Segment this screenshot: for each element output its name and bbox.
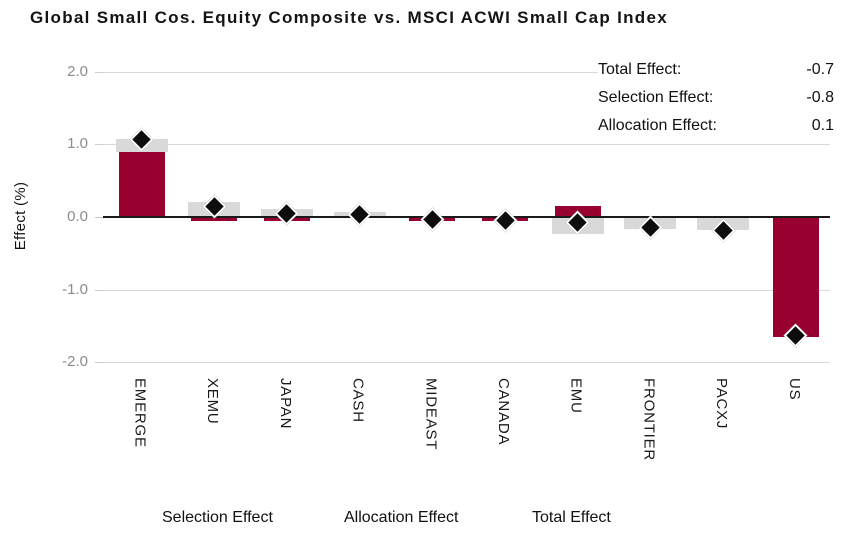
x-axis-label: CANADA: [495, 378, 512, 446]
total-marker: [347, 202, 372, 227]
x-axis-label: CASH: [349, 378, 367, 423]
y-tick-label: 1.0: [67, 135, 88, 153]
gridline: [103, 362, 830, 364]
legend-selection-label: Selection Effect: [162, 509, 273, 526]
x-axis-label: EMU: [567, 378, 585, 414]
allocation-swatch-icon: [325, 512, 338, 525]
legend-total-label: Total Effect: [532, 509, 611, 526]
y-tick-mark: [95, 217, 103, 218]
total-marker: [492, 208, 518, 233]
legend-item-total: Total Effect: [512, 506, 611, 530]
summary-panel: Total Effect: -0.7 Selection Effect: -0.…: [598, 56, 834, 140]
selection-bar: [118, 152, 165, 217]
chart-title: Global Small Cos. Equity Composite vs. M…: [30, 8, 668, 27]
gridline: [103, 144, 830, 146]
allocation-effect-value: 0.1: [811, 117, 834, 134]
total-marker: [420, 207, 445, 232]
y-tick-label: -1.0: [62, 280, 88, 298]
y-tick-mark: [95, 289, 103, 291]
x-axis-label: US: [785, 378, 803, 401]
gridline: [103, 289, 830, 291]
summary-row-total: Total Effect: -0.7: [598, 56, 834, 84]
gridline: [103, 71, 830, 73]
total-effect-label: Total Effect:: [598, 61, 682, 78]
x-axis-label: JAPAN: [276, 378, 294, 430]
x-axis-label: EMERGE: [131, 378, 149, 448]
x-axis-label: MIDEAST: [422, 378, 440, 451]
y-tick-mark: [95, 144, 103, 146]
selection-effect-value: -0.8: [806, 89, 834, 106]
y-tick-label: 2.0: [67, 62, 88, 80]
total-marker: [274, 201, 299, 226]
x-axis-label: XEMU: [204, 378, 222, 425]
y-tick-label: -2.0: [62, 353, 88, 371]
allocation-effect-label: Allocation Effect:: [598, 117, 717, 134]
legend-item-selection: Selection Effect: [143, 506, 273, 530]
selection-bar: [191, 217, 238, 222]
summary-row-allocation: Allocation Effect: 0.1: [598, 112, 834, 140]
zero-axis-line: [103, 216, 830, 218]
legend-item-allocation: Allocation Effect: [325, 506, 458, 530]
x-axis-label: FRONTIER: [640, 378, 658, 462]
legend: Selection Effect Allocation Effect Total…: [0, 506, 847, 530]
x-axis-label: PACXJ: [713, 378, 731, 430]
selection-swatch-icon: [143, 512, 156, 525]
selection-bar: [772, 217, 819, 337]
selection-effect-label: Selection Effect:: [598, 89, 714, 106]
y-tick-label: 0.0: [67, 208, 88, 225]
summary-row-selection: Selection Effect: -0.8: [598, 84, 834, 112]
y-tick-mark: [95, 362, 103, 364]
total-effect-value: -0.7: [806, 61, 834, 78]
y-tick-mark: [95, 71, 103, 73]
legend-allocation-label: Allocation Effect: [344, 509, 459, 526]
total-diamond-icon: [512, 512, 525, 525]
